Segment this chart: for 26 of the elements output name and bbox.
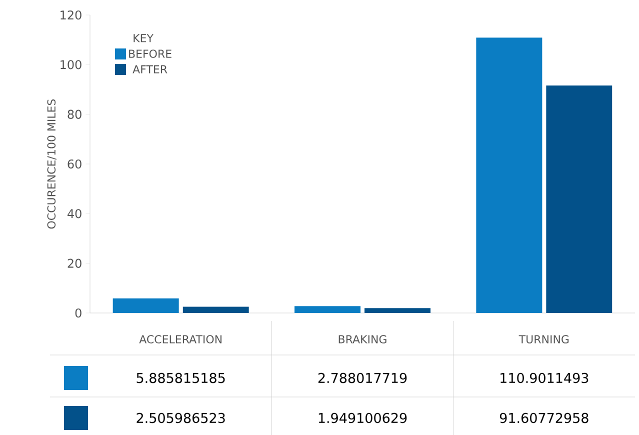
y-axis-title: OCCURENCE/100 MILES xyxy=(47,99,56,229)
bar xyxy=(182,306,249,313)
y-tick-label: 80 xyxy=(68,110,82,119)
y-tick-label: 40 xyxy=(68,209,82,218)
legend-label: BEFORE xyxy=(129,50,172,58)
y-tick-label: 120 xyxy=(60,10,82,20)
y-tick-label: 20 xyxy=(68,258,82,268)
data-label: 91.60772958 xyxy=(500,412,588,423)
x-tick-label: BRAKING xyxy=(338,335,386,344)
x-tick-label: ACCELERATION xyxy=(139,335,222,344)
data-label: 2.788017719 xyxy=(318,372,407,383)
bar xyxy=(476,37,542,313)
data-label: 2.505986523 xyxy=(136,412,225,423)
legend-label: AFTER xyxy=(132,65,168,74)
bar xyxy=(364,308,430,313)
data-label: 110.9011493 xyxy=(500,372,588,383)
data-label: 1.949100629 xyxy=(318,412,407,423)
bar xyxy=(546,85,612,313)
bar xyxy=(112,298,179,313)
x-tick-label: TURNING xyxy=(518,335,569,344)
legend-title: KEY xyxy=(134,34,154,42)
y-tick-label: 60 xyxy=(68,159,82,168)
data-label: 5.885815185 xyxy=(136,372,225,383)
bar xyxy=(294,306,361,313)
y-tick-label: 0 xyxy=(75,308,82,318)
y-tick-label: 100 xyxy=(60,60,82,70)
